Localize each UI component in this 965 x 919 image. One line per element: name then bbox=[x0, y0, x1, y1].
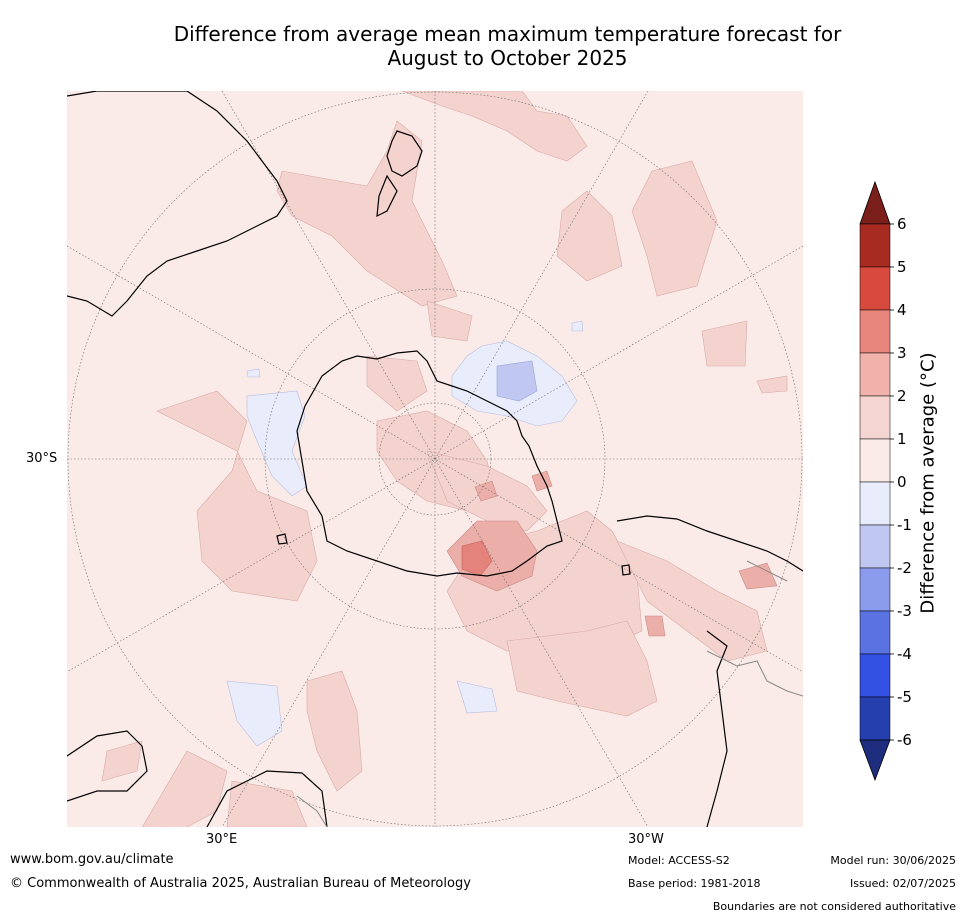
colorbar-segment bbox=[859, 309, 891, 354]
colorbar-segment bbox=[859, 481, 891, 526]
polar-map bbox=[67, 91, 803, 827]
colorbar-tick-label: 1 bbox=[897, 430, 907, 448]
colorbar-under-arrow bbox=[859, 739, 891, 782]
footer-website: www.bom.gov.au/climate bbox=[10, 852, 174, 867]
colorbar-segment bbox=[859, 653, 891, 698]
latitude-label-30s: 30°S bbox=[26, 451, 58, 466]
footer-base-period: Base period: 1981-2018 bbox=[628, 877, 761, 890]
colorbar-title: Difference from average (°C) bbox=[917, 352, 939, 614]
coastlines bbox=[67, 91, 803, 827]
colorbar-segment bbox=[859, 524, 891, 569]
colorbar-tick-label: 0 bbox=[897, 473, 907, 491]
colorbar-tick-label: -4 bbox=[897, 645, 912, 663]
anomaly-3-to-4-regions bbox=[461, 540, 493, 577]
chart-title: Difference from average mean maximum tem… bbox=[0, 22, 965, 70]
colorbar-tick-label: 4 bbox=[897, 301, 907, 319]
colorbar-tick-label: -1 bbox=[897, 516, 912, 534]
title-line-2: August to October 2025 bbox=[387, 46, 628, 70]
colorbar-segment bbox=[859, 352, 891, 397]
colorbar: 6 5 4 3 2 1 0 -1 -2 -3 -4 -5 -6 bbox=[859, 180, 912, 782]
colorbar-tick-label: -2 bbox=[897, 559, 912, 577]
colorbar-segment bbox=[859, 266, 891, 311]
footer-model-run: Model run: 30/06/2025 bbox=[830, 854, 956, 867]
longitude-label-30w: 30°W bbox=[628, 832, 664, 847]
anomaly-2-to-3-regions bbox=[446, 470, 778, 637]
anomaly-1-to-2-regions bbox=[101, 91, 788, 827]
footer-copyright: © Commonwealth of Australia 2025, Austra… bbox=[10, 876, 471, 891]
colorbar-tick-label: 5 bbox=[897, 258, 907, 276]
title-line-1: Difference from average mean maximum tem… bbox=[173, 22, 842, 46]
colorbar-segment bbox=[859, 610, 891, 655]
colorbar-tick-label: -6 bbox=[897, 731, 912, 749]
colorbar-tick-label: -5 bbox=[897, 688, 912, 706]
colorbar-over-arrow bbox=[859, 180, 891, 225]
anomaly-minus-1-to-minus-2-regions bbox=[496, 360, 538, 402]
footer-model: Model: ACCESS-S2 bbox=[628, 854, 730, 867]
colorbar-segment bbox=[859, 395, 891, 440]
colorbar-tick-label: 6 bbox=[897, 215, 907, 233]
colorbar-segment bbox=[859, 696, 891, 741]
colorbar-tick-label: 2 bbox=[897, 387, 907, 405]
footer-disclaimer: Boundaries are not considered authoritat… bbox=[712, 900, 956, 913]
colorbar-segment bbox=[859, 567, 891, 612]
longitude-label-30e: 30°E bbox=[206, 832, 238, 847]
colorbar-tick-label: -3 bbox=[897, 602, 912, 620]
boundaries bbox=[296, 560, 803, 827]
colorbar-segment bbox=[859, 223, 891, 268]
colorbar-tick-label: 3 bbox=[897, 344, 907, 362]
graticule bbox=[67, 91, 803, 827]
colorbar-segment bbox=[859, 438, 891, 483]
footer-issued: Issued: 02/07/2025 bbox=[849, 877, 956, 890]
